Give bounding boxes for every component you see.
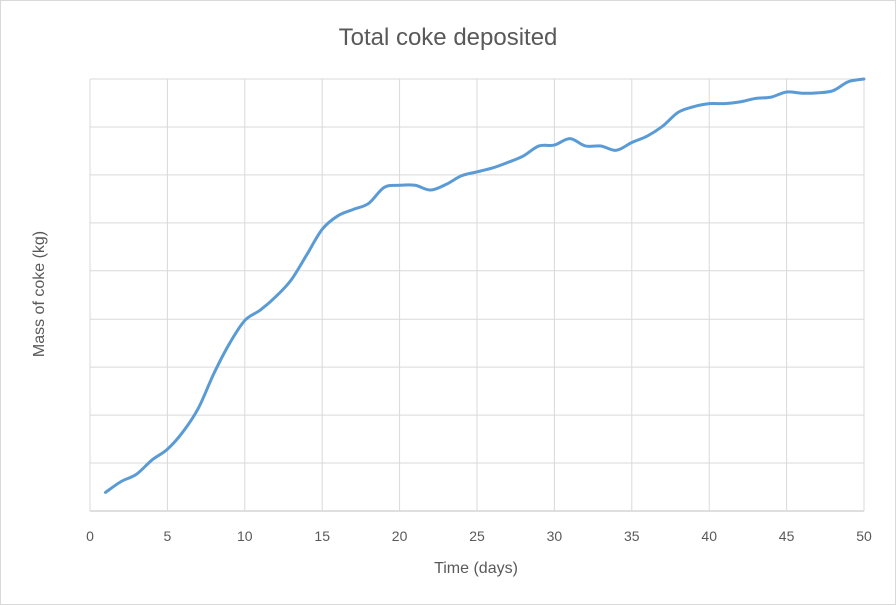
x-tick-label: 5 (164, 528, 172, 544)
coke-mass-line (103, 77, 866, 494)
x-tick-label: 50 (856, 528, 872, 544)
x-tick-label: 15 (314, 528, 330, 544)
x-tick-label: 20 (392, 528, 408, 544)
x-axis-title: Time (days) (434, 560, 518, 577)
x-tick-label: 30 (547, 528, 563, 544)
x-tick-label: 35 (624, 528, 640, 544)
x-tick-label: 25 (469, 528, 485, 544)
x-axis-ticks: 0 5 10 15 20 25 30 35 40 45 50 (86, 528, 872, 544)
x-tick-label: 45 (779, 528, 795, 544)
x-tick-label: 40 (701, 528, 717, 544)
x-tick-label: 10 (237, 528, 253, 544)
chart-title: Total coke deposited (339, 24, 558, 51)
x-tick-label: 0 (86, 528, 94, 544)
y-axis-title: Mass of coke (kg) (31, 231, 48, 357)
plot-grid (89, 78, 865, 512)
